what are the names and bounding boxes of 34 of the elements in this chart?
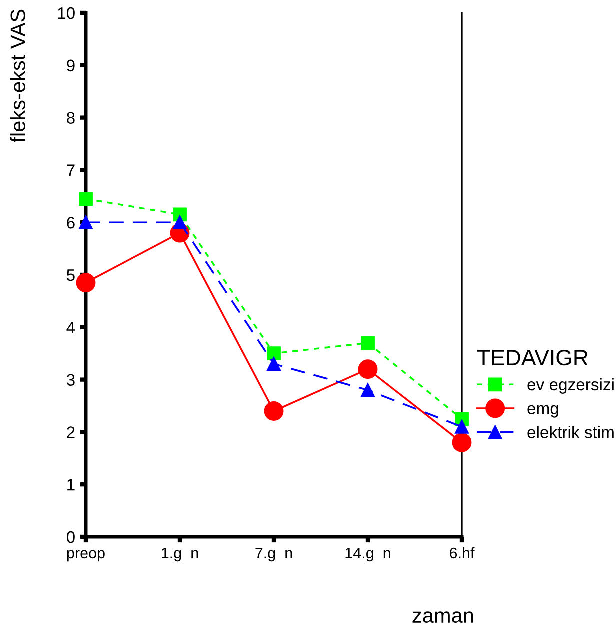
point (76, 273, 96, 293)
y-tick-label: 2 (67, 426, 75, 438)
point (361, 336, 375, 350)
point (358, 360, 378, 380)
legend-title: TEDAVIGR (478, 350, 588, 366)
y-tick-label: 4 (66, 322, 76, 334)
point (452, 432, 472, 452)
point (79, 192, 93, 206)
x-tick-label: 14.g n (346, 548, 390, 562)
point (267, 357, 281, 372)
y-tick-label: 10 (58, 7, 75, 20)
legend-label: ev egzersizi (528, 378, 614, 394)
y-tick-label: 7 (67, 164, 75, 176)
y-axis-title: fleks-ekst VAS (10, 10, 26, 143)
y-tick-label: 6 (67, 217, 75, 229)
point (264, 402, 284, 421)
x-axis-title: zaman (412, 612, 474, 624)
x-tick-label: 7.g n (256, 548, 292, 562)
y-tick-label: 3 (66, 374, 75, 386)
point (267, 346, 281, 361)
x-tick-label: 6.hf (450, 547, 475, 559)
y-tick-label: 1 (68, 479, 75, 491)
point (79, 216, 93, 230)
y-tick-label: 5 (66, 270, 75, 282)
point (173, 216, 187, 230)
x-tick-label: preop (67, 550, 105, 562)
point (361, 383, 375, 398)
point (455, 420, 469, 434)
y-tick-label: 8 (67, 112, 75, 124)
y-tick-label: 9 (67, 60, 75, 72)
y-tick-label: 0 (66, 531, 75, 544)
legend-label: emg (528, 405, 558, 418)
legend-label: elektrik stim (528, 426, 614, 438)
x-tick-label: 1.g n (162, 548, 198, 562)
